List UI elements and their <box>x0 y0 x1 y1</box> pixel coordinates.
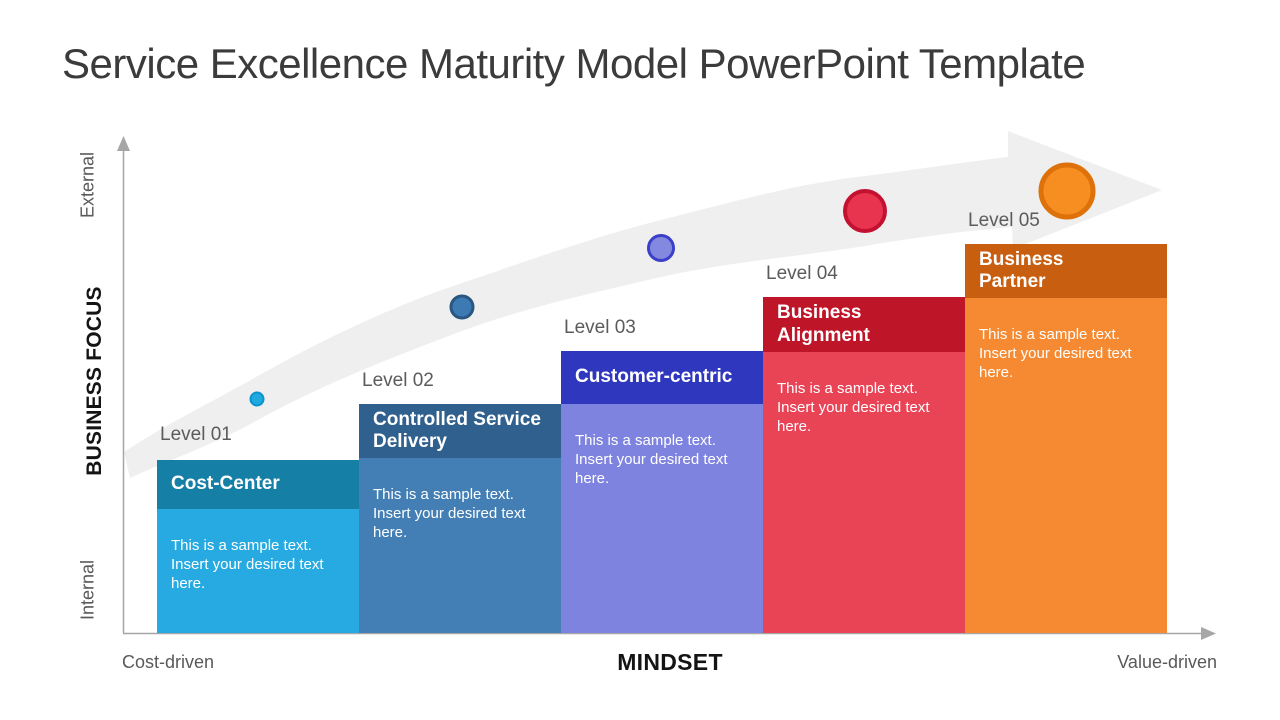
bar-description-level-05: This is a sample text. Insert your desir… <box>979 326 1132 381</box>
bar-body-level-05: This is a sample text. Insert your desir… <box>965 298 1167 633</box>
level-label-05: Level 05 <box>968 210 1040 231</box>
bar-body-level-04: This is a sample text. Insert your desir… <box>763 352 965 633</box>
bar-header-level-03: Customer-centric <box>561 351 763 404</box>
x-axis <box>123 627 1216 640</box>
maturity-bar-level-05: Business Partner This is a sample text. … <box>965 244 1167 633</box>
maturity-bar-level-04: Business Alignment This is a sample text… <box>763 297 965 633</box>
bar-title-level-05: Business Partner <box>979 248 1064 292</box>
bar-description-level-03: This is a sample text. Insert your desir… <box>575 432 728 487</box>
bar-header-level-02: Controlled Service Delivery <box>359 404 561 458</box>
bar-title-level-03: Customer-centric <box>575 366 733 388</box>
maturity-bar-level-01: Cost-Center This is a sample text. Inser… <box>157 460 359 633</box>
bar-header-level-05: Business Partner <box>965 244 1167 298</box>
bar-title-level-04: Business Alignment <box>777 302 870 346</box>
milestone-dot-level-05 <box>1038 162 1096 220</box>
y-axis <box>117 136 130 633</box>
level-label-03: Level 03 <box>564 317 636 338</box>
bar-description-level-04: This is a sample text. Insert your desir… <box>777 380 930 435</box>
bar-title-level-01: Cost-Center <box>171 473 280 495</box>
milestone-dot-level-03 <box>647 234 675 262</box>
y-axis-bottom-label: Internal <box>77 559 98 621</box>
bar-description-level-02: This is a sample text. Insert your desir… <box>373 486 526 541</box>
bar-header-level-01: Cost-Center <box>157 460 359 509</box>
milestone-dot-level-01 <box>249 391 265 407</box>
level-label-04: Level 04 <box>766 263 838 284</box>
y-axis-arrowhead <box>117 136 130 151</box>
bar-title-level-02: Controlled Service Delivery <box>373 408 541 452</box>
x-axis-right-label: Value-driven <box>1117 652 1217 672</box>
milestone-dot-level-04 <box>843 189 887 233</box>
x-axis-left-label: Cost-driven <box>122 652 215 672</box>
bar-body-level-02: This is a sample text. Insert your desir… <box>359 458 561 633</box>
x-axis-arrowhead <box>1201 627 1216 640</box>
bar-header-level-04: Business Alignment <box>763 297 965 352</box>
level-label-01: Level 01 <box>160 424 232 445</box>
bar-body-level-01: This is a sample text. Insert your desir… <box>157 509 359 633</box>
x-axis-title: MINDSET <box>617 649 723 675</box>
y-axis-top-label: External <box>77 151 98 219</box>
growth-arrow-band <box>124 131 1162 478</box>
bar-description-level-01: This is a sample text. Insert your desir… <box>171 537 324 592</box>
y-axis-title: BUSINESS FOCUS <box>83 286 106 476</box>
milestone-dot-level-02 <box>449 294 475 320</box>
maturity-bar-level-02: Controlled Service Delivery This is a sa… <box>359 404 561 633</box>
maturity-bar-level-03: Customer-centric This is a sample text. … <box>561 351 763 633</box>
bar-body-level-03: This is a sample text. Insert your desir… <box>561 404 763 633</box>
slide-title: Service Excellence Maturity Model PowerP… <box>62 40 1086 87</box>
level-label-02: Level 02 <box>362 370 434 391</box>
